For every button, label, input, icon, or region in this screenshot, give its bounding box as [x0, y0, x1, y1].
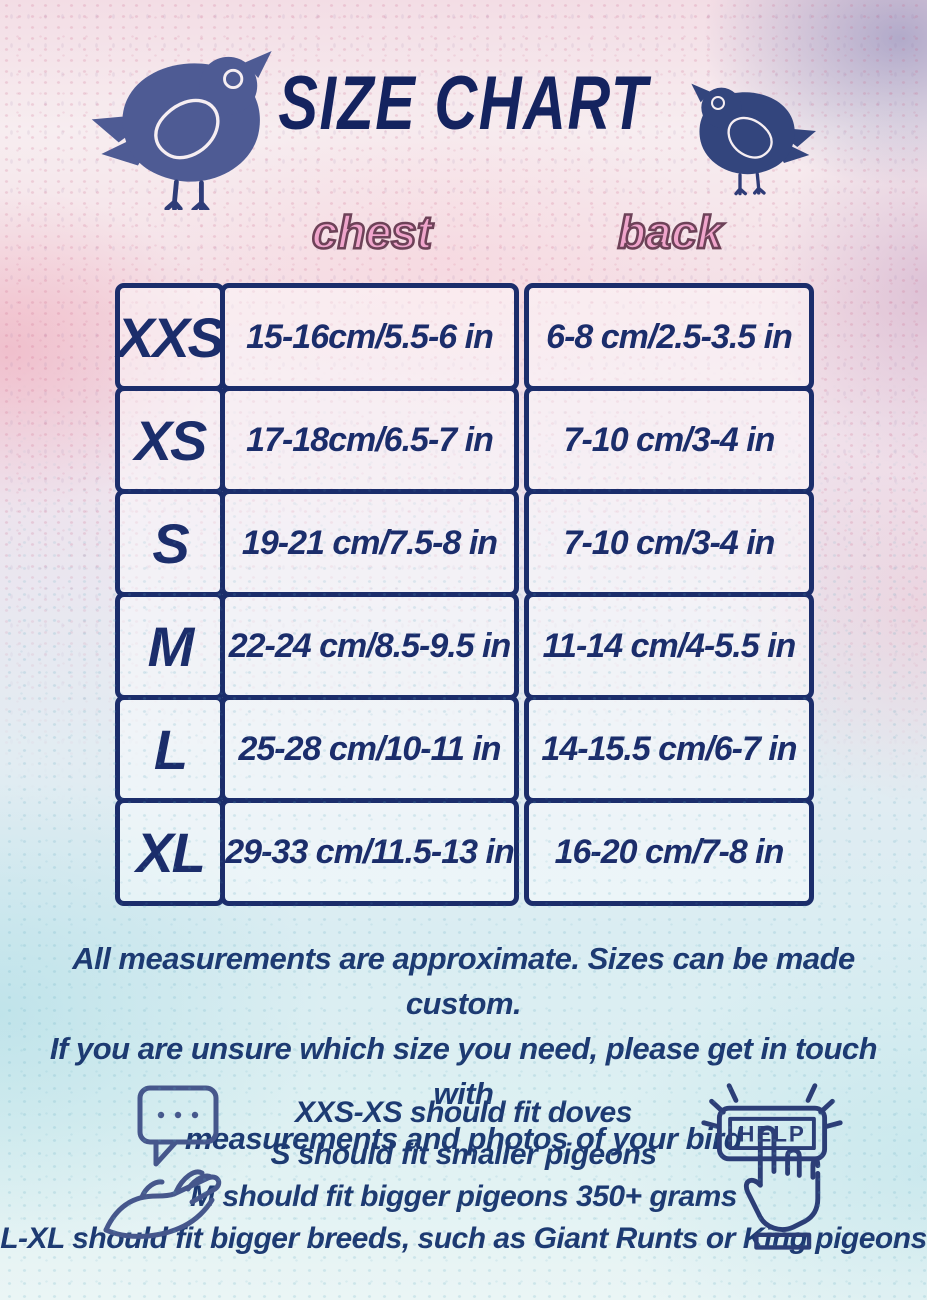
size-label: XXS: [115, 283, 225, 391]
column-header-back: back: [616, 205, 723, 260]
help-button-press-icon: HELP: [701, 1083, 843, 1250]
column-header-chest: chest: [311, 205, 434, 260]
size-label: M: [115, 592, 225, 700]
table-row: XL 29-33 cm/11.5-13 in 16-20 cm/7-8 in: [115, 798, 814, 906]
table-row: S 19-21 cm/7.5-8 in 7-10 cm/3-4 in: [115, 489, 814, 597]
table-row: XXS 15-16cm/5.5-6 in 6-8 cm/2.5-3.5 in: [115, 283, 814, 391]
back-measurement: 7-10 cm/3-4 in: [524, 489, 814, 597]
chest-measurement: 17-18cm/6.5-7 in: [220, 386, 519, 494]
size-label: L: [115, 695, 225, 803]
measurement-note: All measurements are approximate. Sizes …: [30, 936, 897, 1161]
back-measurement: 14-15.5 cm/6-7 in: [524, 695, 814, 803]
help-button-label: HELP: [738, 1121, 806, 1146]
page-title: SIZE CHART: [278, 61, 649, 146]
table-row: M 22-24 cm/8.5-9.5 in 11-14 cm/4-5.5 in: [115, 592, 814, 700]
chest-measurement: 25-28 cm/10-11 in: [220, 695, 519, 803]
bird-left-icon: [91, 51, 272, 210]
chest-measurement: 22-24 cm/8.5-9.5 in: [220, 592, 519, 700]
note-line: If you are unsure which size you need, p…: [49, 1031, 878, 1111]
chest-measurement: 15-16cm/5.5-6 in: [220, 283, 519, 391]
fit-guide-line: XXS-XS should fit doves: [295, 1096, 632, 1129]
chest-measurement: 29-33 cm/11.5-13 in: [220, 798, 519, 906]
bird-right-icon: [691, 83, 816, 196]
back-measurement: 6-8 cm/2.5-3.5 in: [524, 283, 814, 391]
size-label: S: [115, 489, 225, 597]
size-label: XS: [115, 386, 225, 494]
fit-guide-line: M should fit bigger pigeons 350+ grams: [190, 1180, 737, 1213]
table-row: XS 17-18cm/6.5-7 in 7-10 cm/3-4 in: [115, 386, 814, 494]
size-label: XL: [115, 798, 225, 906]
fit-guide-line: S should fit smaller pigeons: [270, 1138, 657, 1171]
back-measurement: 7-10 cm/3-4 in: [524, 386, 814, 494]
table-row: L 25-28 cm/10-11 in 14-15.5 cm/6-7 in: [115, 695, 814, 803]
speech-bubble-hand-icon: [103, 1085, 222, 1239]
back-measurement: 11-14 cm/4-5.5 in: [524, 592, 814, 700]
back-measurement: 16-20 cm/7-8 in: [524, 798, 814, 906]
note-line: All measurements are approximate. Sizes …: [72, 941, 855, 1021]
note-line: measurements and photos of your bird: [184, 1121, 743, 1156]
size-table: XXS 15-16cm/5.5-6 in 6-8 cm/2.5-3.5 in X…: [115, 283, 814, 906]
fit-guide: XXS-XS should fit doves S should fit sma…: [0, 1092, 927, 1260]
chest-measurement: 19-21 cm/7.5-8 in: [220, 489, 519, 597]
